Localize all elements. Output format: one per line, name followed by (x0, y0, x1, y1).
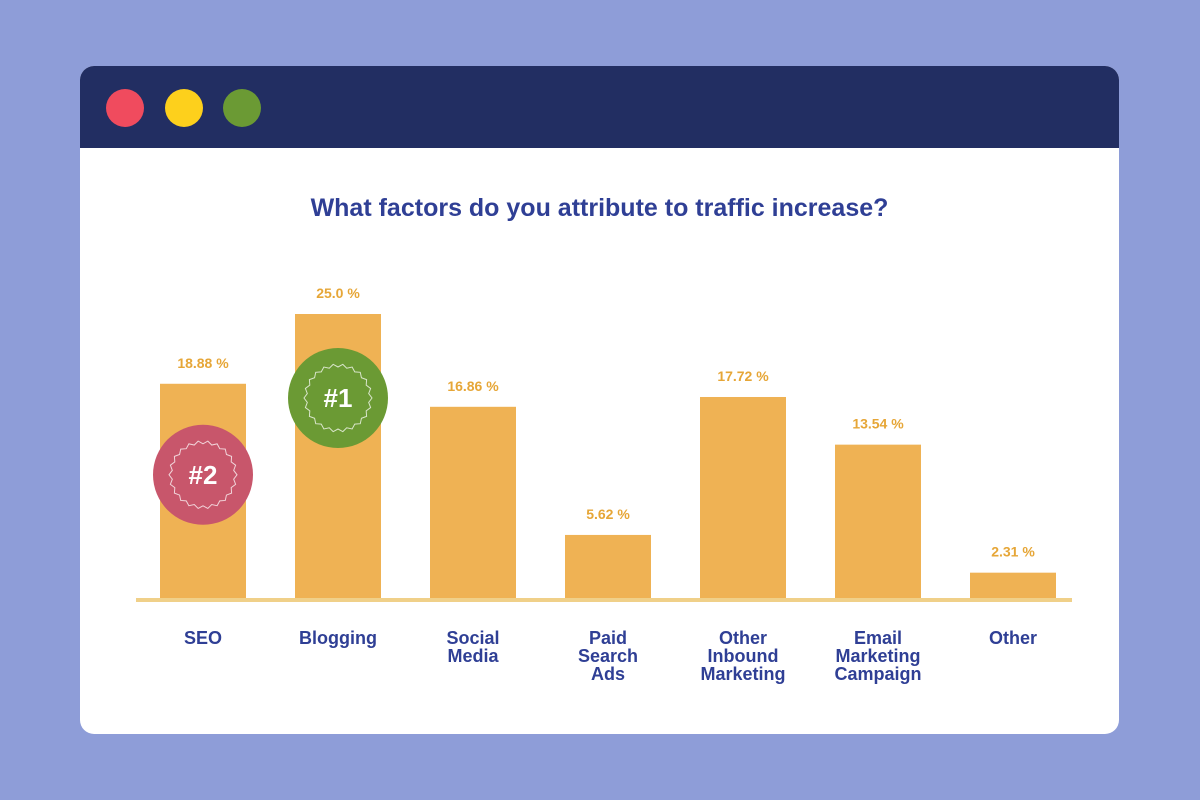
category-label: Other Inbound Marketing (700, 628, 785, 684)
category-label-line: Inbound (708, 646, 779, 666)
category-label-line: Marketing (700, 664, 785, 684)
chart-title: What factors do you attribute to traffic… (310, 194, 889, 222)
category-label: Social Media (446, 628, 499, 666)
category-label-line: Media (447, 646, 499, 666)
bar (970, 572, 1056, 599)
minimize-window-button[interactable] (165, 89, 203, 127)
category-label-line: Other (719, 628, 767, 648)
category-label-line: Blogging (299, 628, 377, 648)
category-label-line: Social (446, 628, 499, 648)
category-label: Blogging (299, 628, 377, 648)
category-label: Paid Search Ads (578, 628, 638, 684)
category-label-line: Paid (589, 628, 627, 648)
bar (700, 396, 786, 599)
bar-value-label: 25.0 % (316, 285, 360, 301)
window-titlebar (80, 66, 1119, 148)
category-label-line: Email (854, 628, 902, 648)
x-axis-line (136, 598, 1072, 602)
rank-badge: #2 (153, 424, 253, 525)
bar (565, 534, 651, 599)
category-label: Email Marketing Campaign (834, 628, 921, 684)
bar (835, 444, 921, 599)
rank-badge-label: #2 (189, 460, 218, 490)
category-label: Other (989, 628, 1037, 648)
bar-value-label: 5.62 % (586, 506, 630, 522)
category-label-line: SEO (184, 628, 222, 648)
rank-badge-label: #1 (324, 383, 353, 413)
browser-window: What factors do you attribute to traffic… (80, 66, 1119, 734)
seal-ring-icon (168, 440, 238, 510)
rank-badge: #1 (288, 348, 388, 448)
bar-chart: 18.88 % SEO 25.0 % Blogging 16.86 % Social Med… (136, 285, 1072, 684)
maximize-window-button[interactable] (223, 89, 261, 127)
bar-value-label: 2.31 % (991, 544, 1035, 560)
category-label-line: Ads (591, 664, 625, 684)
category-label-line: Search (578, 646, 638, 666)
category-label-line: Marketing (835, 646, 920, 666)
category-label: SEO (184, 628, 222, 648)
category-label-line: Other (989, 628, 1037, 648)
seal-ring-icon (303, 363, 373, 433)
rank-badge-circle (288, 348, 388, 448)
bar-value-label: 18.88 % (177, 355, 229, 371)
category-label-line: Campaign (834, 664, 921, 684)
rank-badge-circle (153, 424, 253, 525)
bar-value-label: 17.72 % (717, 368, 769, 384)
bar-value-label: 13.54 % (852, 416, 904, 432)
close-window-button[interactable] (106, 89, 144, 127)
bar-value-label: 16.86 % (447, 378, 499, 394)
bar (430, 406, 516, 599)
